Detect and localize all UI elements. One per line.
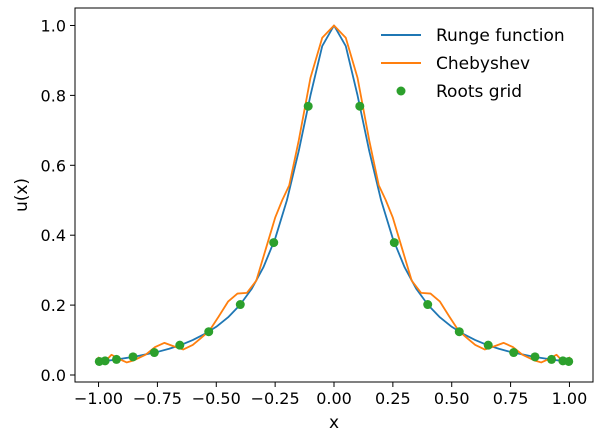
x-tick-label: −0.50 [192,389,241,408]
x-tick-label: −0.75 [133,389,182,408]
data-point [564,356,574,366]
x-axis: −1.00 −0.75 −0.50 −0.25 0.00 0.25 0.50 0.75 1.00 [74,382,587,408]
data-point [175,340,185,350]
data-point [509,348,519,358]
data-point [128,352,138,362]
series-line-chebyshev [97,24,571,365]
data-point [530,352,540,362]
data-point [111,354,121,364]
y-axis: 0.0 0.2 0.4 0.6 0.8 1.0 [41,16,75,385]
series-line-runge-function [97,24,571,363]
x-tick-label: 0.00 [316,389,352,408]
data-point [355,101,365,111]
y-axis-label: u(x) [12,178,32,212]
legend: Runge function Chebyshev Roots grid [381,26,565,102]
y-tick-label: 0.6 [41,156,66,175]
x-tick-label: 0.50 [434,389,470,408]
data-point [547,354,557,364]
data-point [100,356,110,366]
legend-swatch-roots [396,86,406,96]
data-point [149,348,159,358]
legend-label-runge: Runge function [436,26,565,46]
data-point [204,327,214,337]
y-tick-label: 0.4 [41,226,66,245]
x-tick-label: 0.25 [375,389,411,408]
data-point [483,340,493,350]
series-layer [94,24,574,366]
x-tick-label: −0.25 [251,389,300,408]
y-tick-label: 0.2 [41,296,66,315]
x-tick-label: 0.75 [493,389,529,408]
x-tick-label: −1.00 [74,389,123,408]
data-point [454,327,464,337]
data-point [389,238,399,248]
data-point [235,300,245,310]
x-tick-label: 1.00 [552,389,588,408]
data-point [269,238,279,248]
x-axis-label: x [329,413,339,433]
series-points-roots-grid [94,101,574,366]
y-tick-label: 0.0 [41,366,66,385]
data-point [423,300,433,310]
y-tick-label: 0.8 [41,86,66,105]
legend-label-chebyshev: Chebyshev [436,54,530,74]
legend-label-roots: Roots grid [436,82,522,102]
data-point [303,101,313,111]
y-tick-label: 1.0 [41,16,66,35]
